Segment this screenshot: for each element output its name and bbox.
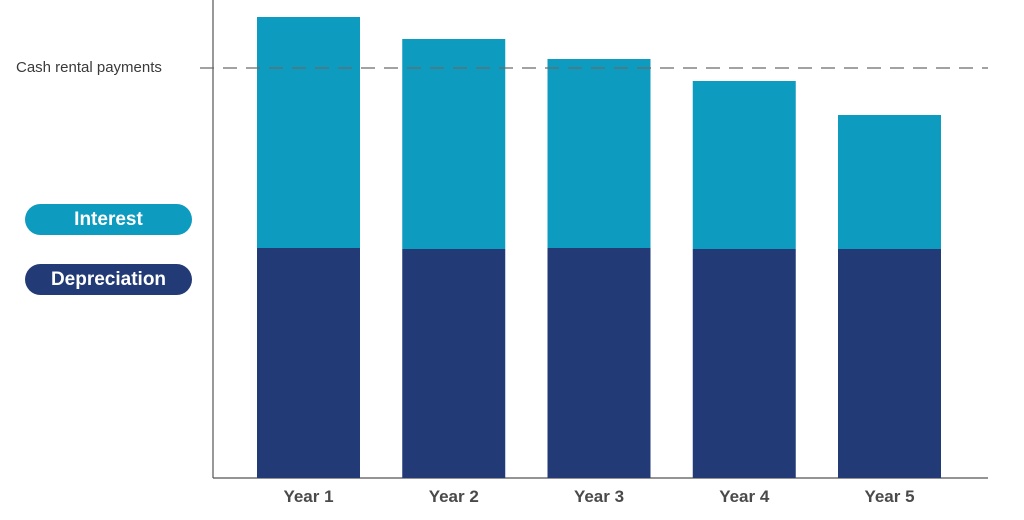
bar-interest-year-1 (257, 17, 360, 248)
x-tick-label: Year 4 (719, 487, 770, 506)
bar-depreciation-year-3 (547, 248, 651, 478)
x-tick-label: Year 3 (574, 487, 624, 506)
legend-item-depreciation: Depreciation (25, 264, 192, 295)
x-tick-label: Year 1 (283, 487, 333, 506)
bar-interest-year-3 (547, 59, 651, 248)
bar-depreciation-year-2 (402, 249, 506, 478)
bar-interest-year-5 (838, 115, 941, 249)
legend-label-interest: Interest (74, 208, 143, 230)
bar-interest-year-2 (402, 39, 506, 249)
legend-label-depreciation: Depreciation (50, 268, 167, 290)
x-tick-labels: Year 1 Year 2 Year 3 Year 4 Year 5 (283, 487, 914, 506)
bar-depreciation-year-1 (257, 248, 360, 478)
reference-line-label: Cash rental payments (16, 59, 162, 76)
bar-interest-year-4 (692, 81, 796, 249)
x-tick-label: Year 2 (429, 487, 479, 506)
legend-item-interest: Interest (25, 204, 192, 235)
x-tick-label: Year 5 (864, 487, 914, 506)
bar-depreciation-year-4 (692, 249, 796, 478)
bars-group (257, 17, 941, 478)
bar-depreciation-year-5 (838, 249, 941, 478)
